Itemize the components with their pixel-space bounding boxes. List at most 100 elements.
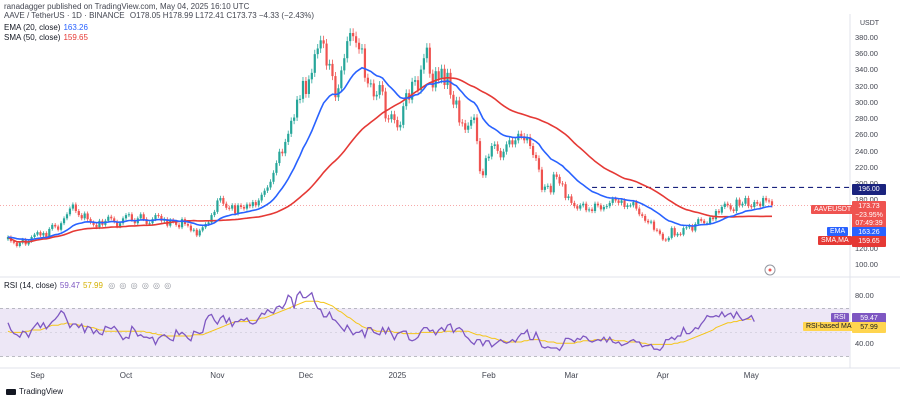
candle-down: [732, 209, 735, 212]
candle-up: [290, 120, 293, 134]
candle-down: [644, 215, 647, 221]
candle-up: [287, 133, 290, 142]
rsi-tick-label: 40.00: [855, 339, 874, 349]
time-tick-label: Dec: [298, 371, 314, 380]
candle-down: [738, 199, 741, 206]
candle-down: [449, 72, 452, 95]
candle-up: [65, 214, 69, 219]
candle-down: [511, 140, 514, 145]
candle-up: [685, 227, 688, 229]
candle-down: [242, 206, 246, 209]
candle-down: [77, 211, 80, 216]
candle-down: [679, 233, 682, 235]
candle-up: [231, 205, 234, 209]
candle-down: [381, 85, 384, 92]
candle-up: [405, 93, 408, 107]
candle-down: [89, 219, 92, 223]
candle-up: [402, 106, 405, 125]
ema-legend[interactable]: EMA (20, close) 163.26: [4, 23, 88, 32]
rsi-tag: RSI: [831, 313, 849, 322]
candle-down: [726, 203, 729, 206]
candle-up: [310, 72, 313, 80]
candle-down: [225, 203, 228, 208]
last-price-box: 173.73 −23.95% 07:49:39: [852, 201, 886, 231]
last-price: 173.73: [858, 203, 880, 210]
candle-down: [461, 122, 464, 124]
candle-up: [83, 213, 86, 219]
candle-down: [254, 202, 257, 206]
candle-up: [62, 218, 66, 224]
candle-up: [490, 146, 493, 157]
candle-down: [614, 198, 617, 201]
candle-up: [446, 72, 449, 86]
tradingview-logo[interactable]: TradingView: [6, 387, 63, 396]
candle-down: [673, 228, 676, 236]
candle-down: [623, 200, 626, 207]
candle-up: [207, 222, 210, 225]
candle-down: [523, 136, 526, 141]
candle-up: [269, 181, 272, 188]
candle-down: [700, 219, 703, 221]
symbol-tag: AAVEUSDT: [811, 205, 855, 214]
rsi-legend-label: RSI (14, close): [4, 281, 57, 290]
candle-down: [576, 206, 579, 209]
candle-down: [160, 215, 163, 221]
candle-up: [694, 224, 697, 231]
candle-up: [257, 200, 260, 206]
price-change: −23.95%: [855, 211, 883, 219]
candle-up: [593, 203, 597, 212]
candle-up: [284, 141, 287, 154]
candle-down: [74, 204, 77, 212]
time-tick-label: Mar: [564, 371, 579, 380]
candle-down: [555, 174, 558, 177]
candle-up: [697, 219, 700, 225]
candle-down: [133, 219, 136, 224]
candle-down: [496, 144, 499, 151]
ema-legend-value: 163.26: [63, 23, 88, 32]
candle-down: [86, 213, 89, 220]
candle-down: [658, 230, 662, 234]
candle-down: [195, 229, 198, 236]
candle-down: [352, 33, 355, 37]
candle-up: [714, 211, 718, 220]
tradingview-logo-text: TradingView: [19, 387, 64, 396]
candle-down: [95, 224, 98, 228]
candle-up: [514, 140, 517, 145]
candle-up: [676, 233, 679, 236]
rsi-line: [7, 290, 755, 352]
candle-up: [552, 174, 555, 193]
candle-up: [378, 85, 381, 95]
candle-down: [717, 211, 721, 213]
candle-up: [682, 228, 685, 235]
candle-up: [720, 206, 723, 213]
candle-up: [608, 202, 611, 207]
rsi-legend[interactable]: RSI (14, close) 59.47 57.99 ◎ ◎ ◎ ◎ ◎ ◎: [4, 281, 172, 290]
ohlc-readout: O178.05 H178.99 L172.41 C173.73 −4.33 (−…: [129, 11, 315, 20]
candle-down: [534, 154, 538, 159]
candle-down: [228, 207, 231, 209]
candle-up: [198, 230, 201, 236]
candle-up: [467, 125, 470, 130]
sma-legend[interactable]: SMA (50, close) 159.65: [4, 33, 88, 42]
candle-down: [481, 171, 485, 176]
candle-up: [319, 40, 322, 49]
candle-up: [245, 204, 249, 209]
candle-up: [6, 237, 10, 240]
candle-up: [505, 144, 508, 152]
candle-down: [80, 215, 83, 219]
candle-down: [635, 202, 638, 209]
candle-up: [59, 223, 63, 230]
currency-unit: USDT: [860, 20, 880, 27]
candle-up: [422, 58, 426, 70]
candle-up: [293, 117, 296, 121]
candle-up: [582, 203, 585, 206]
candle-down: [478, 141, 482, 172]
candle-down: [145, 219, 148, 225]
candle-down: [92, 222, 95, 225]
rsi-settings-icons[interactable]: ◎ ◎ ◎ ◎ ◎ ◎: [108, 281, 173, 290]
candle-up: [360, 48, 364, 50]
price-tick-label: 180.00: [855, 195, 878, 205]
rsi-tick-label: 80.00: [855, 291, 874, 301]
candle-up: [192, 229, 195, 231]
